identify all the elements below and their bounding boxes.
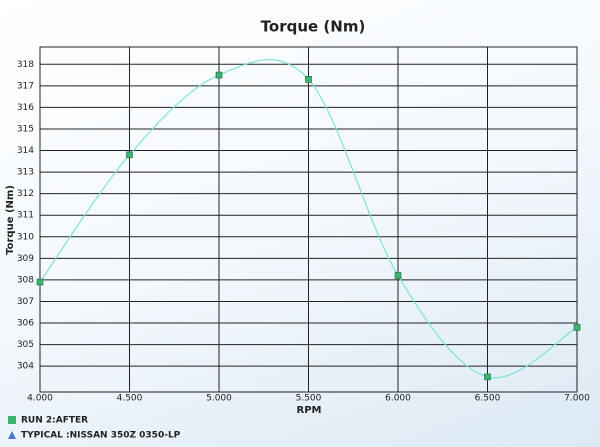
y-tick-label: 316 — [17, 103, 34, 113]
y-tick-label: 304 — [17, 362, 34, 372]
data-point — [305, 76, 312, 83]
y-tick-label: 308 — [17, 275, 34, 285]
y-tick-label: 314 — [17, 146, 34, 156]
data-point — [573, 324, 581, 331]
x-tick-label: 7.000 — [564, 394, 590, 404]
legend-marker — [8, 416, 16, 424]
y-tick-label: 312 — [17, 189, 34, 199]
legend-label: RUN 2:AFTER — [21, 416, 88, 426]
x-tick-label: 4.500 — [117, 394, 143, 404]
x-axis-label: RPM — [297, 405, 322, 416]
y-tick-label: 315 — [17, 124, 34, 134]
y-tick-label: 307 — [17, 297, 34, 307]
y-tick-label: 313 — [17, 168, 34, 178]
y-tick-label: 317 — [17, 81, 34, 91]
legend-marker — [8, 431, 16, 439]
data-point — [36, 278, 44, 286]
y-tick-label: 306 — [17, 319, 34, 329]
y-tick-label: 311 — [17, 211, 34, 221]
y-tick-label: 310 — [17, 232, 34, 242]
legend-label: TYPICAL :NISSAN 350Z 0350-LP — [21, 431, 181, 441]
y-tick-label: 309 — [17, 254, 34, 264]
data-point — [484, 373, 491, 381]
data-point — [394, 272, 402, 279]
x-tick-label: 5.000 — [206, 394, 232, 404]
y-tick-label: 318 — [17, 60, 34, 70]
chart-title: Torque (Nm) — [261, 18, 366, 36]
y-axis-label: Torque (Nm) — [5, 185, 16, 255]
x-tick-label: 6.000 — [385, 394, 411, 404]
x-tick-label: 6.500 — [475, 394, 501, 404]
data-point — [215, 71, 223, 79]
x-tick-label: 5.500 — [296, 394, 322, 404]
data-point — [126, 151, 133, 159]
x-tick-label: 4.000 — [27, 394, 53, 404]
y-tick-label: 305 — [17, 340, 34, 350]
